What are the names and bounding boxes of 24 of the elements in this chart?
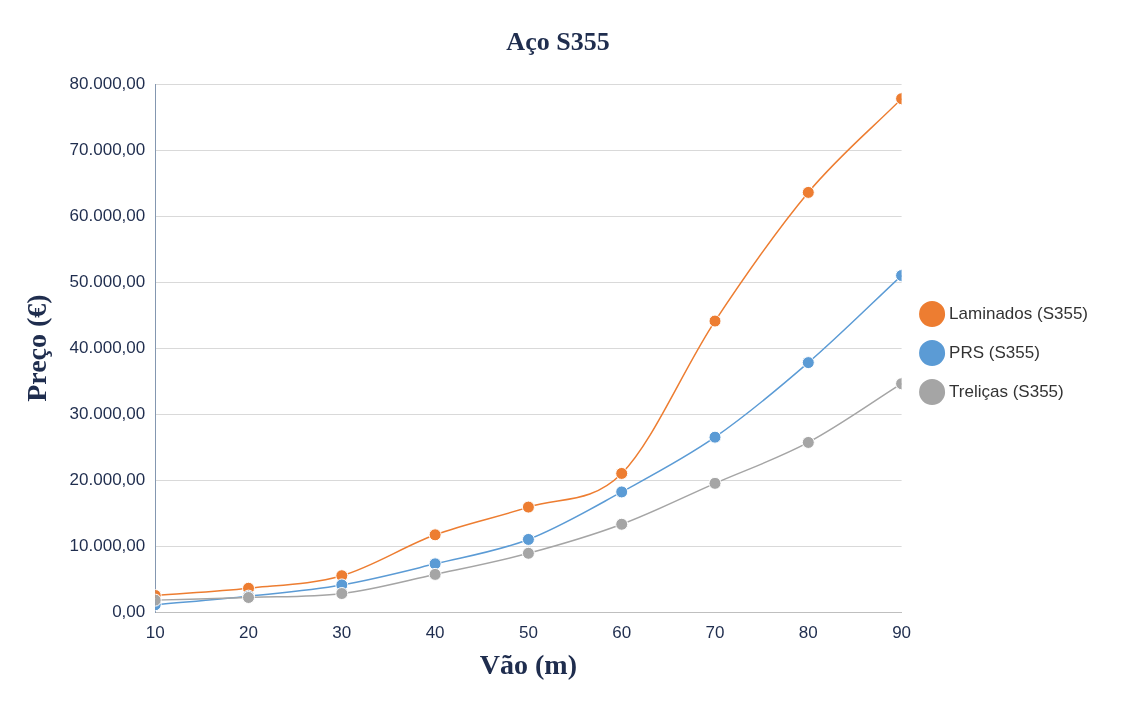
x-tick-label: 90 (892, 622, 912, 642)
x-tick-label: 70 (705, 622, 725, 642)
x-tick-label: 40 (425, 622, 445, 642)
legend-label: PRS (S355) (949, 342, 1040, 362)
x-tick-label: 20 (239, 622, 258, 642)
y-tick-label: 10.000,00 (69, 535, 146, 555)
y-tick-label: 80.000,00 (69, 73, 146, 93)
y-tick-label: 0,00 (112, 601, 146, 621)
y-tick-label: 50.000,00 (69, 271, 146, 291)
y-tick-label: 20.000,00 (69, 469, 146, 489)
legend-label: Treliças (S355) (949, 381, 1064, 401)
x-tick-label: 60 (612, 622, 632, 642)
x-tick-label: 10 (145, 622, 165, 642)
y-tick-label: 30.000,00 (69, 403, 146, 423)
x-axis-title: Vão (m) (479, 649, 578, 681)
legend-label: Laminados (S355) (949, 303, 1089, 323)
x-tick-label: 50 (518, 622, 538, 642)
y-axis-title: Preço (€) (21, 294, 53, 402)
x-tick-label: 30 (332, 622, 352, 642)
y-tick-label: 70.000,00 (69, 139, 146, 159)
x-tick-label: 80 (798, 622, 818, 642)
y-tick-label: 40.000,00 (69, 337, 146, 357)
chart-title: Aço S355 (506, 27, 610, 57)
y-tick-label: 60.000,00 (69, 205, 146, 225)
